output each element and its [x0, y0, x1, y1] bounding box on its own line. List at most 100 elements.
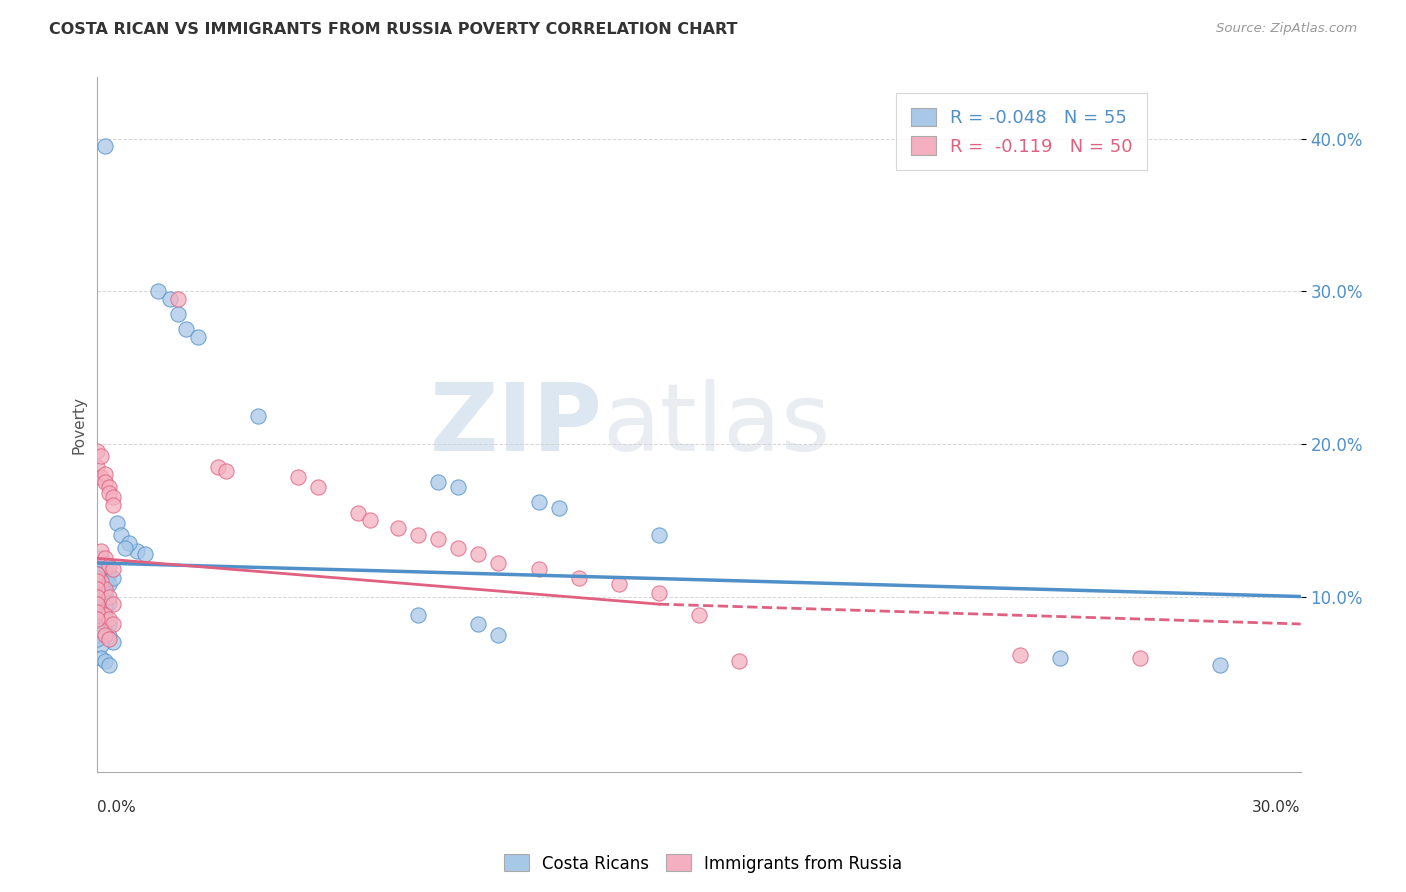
Point — [98, 559, 121, 574]
Point — [159, 292, 181, 306]
Point — [86, 571, 108, 585]
Point — [118, 536, 141, 550]
Point — [98, 577, 121, 591]
Point — [86, 597, 108, 611]
Point — [86, 632, 108, 647]
Point — [406, 607, 429, 622]
Point — [174, 322, 197, 336]
Point — [90, 639, 112, 653]
Point — [98, 612, 121, 626]
Point — [406, 528, 429, 542]
Point — [94, 607, 117, 622]
Point — [187, 330, 209, 344]
Point — [103, 617, 125, 632]
Y-axis label: Poverty: Poverty — [72, 396, 86, 454]
Point — [488, 556, 510, 570]
Point — [1049, 650, 1071, 665]
Point — [86, 601, 108, 615]
Point — [98, 485, 121, 500]
Point — [94, 139, 117, 153]
Point — [90, 591, 112, 605]
Point — [86, 571, 108, 585]
Point — [107, 516, 129, 531]
Point — [98, 596, 121, 610]
Point — [246, 409, 269, 424]
Point — [114, 541, 136, 555]
Point — [607, 577, 630, 591]
Point — [488, 628, 510, 642]
Point — [1129, 650, 1152, 665]
Point — [447, 541, 470, 555]
Point — [447, 480, 470, 494]
Point — [166, 292, 188, 306]
Point — [287, 470, 309, 484]
Point — [94, 559, 117, 574]
Point — [90, 607, 112, 622]
Point — [94, 475, 117, 489]
Point — [90, 562, 112, 576]
Point — [86, 566, 108, 581]
Point — [427, 475, 450, 489]
Point — [90, 650, 112, 665]
Point — [1008, 648, 1031, 662]
Point — [86, 612, 108, 626]
Point — [86, 612, 108, 626]
Point — [86, 582, 108, 596]
Legend: Costa Ricans, Immigrants from Russia: Costa Ricans, Immigrants from Russia — [498, 847, 908, 880]
Point — [86, 582, 108, 596]
Point — [94, 628, 117, 642]
Point — [86, 592, 108, 607]
Point — [215, 464, 238, 478]
Point — [547, 500, 569, 515]
Point — [98, 617, 121, 632]
Point — [568, 571, 591, 585]
Point — [86, 590, 108, 604]
Point — [86, 607, 108, 622]
Point — [359, 513, 381, 527]
Text: ZIP: ZIP — [430, 379, 603, 471]
Point — [90, 470, 112, 484]
Point — [86, 459, 108, 474]
Point — [86, 566, 108, 581]
Point — [98, 566, 121, 581]
Point — [94, 612, 117, 626]
Point — [90, 620, 112, 634]
Point — [307, 480, 329, 494]
Point — [527, 495, 550, 509]
Point — [347, 506, 370, 520]
Point — [527, 562, 550, 576]
Point — [467, 547, 489, 561]
Text: atlas: atlas — [603, 379, 831, 471]
Point — [90, 574, 112, 589]
Text: COSTA RICAN VS IMMIGRANTS FROM RUSSIA POVERTY CORRELATION CHART: COSTA RICAN VS IMMIGRANTS FROM RUSSIA PO… — [49, 22, 738, 37]
Point — [98, 632, 121, 647]
Point — [86, 628, 108, 642]
Point — [94, 654, 117, 668]
Point — [1209, 658, 1232, 673]
Point — [103, 635, 125, 649]
Point — [688, 607, 710, 622]
Point — [648, 528, 671, 542]
Point — [467, 617, 489, 632]
Point — [728, 654, 751, 668]
Point — [94, 551, 117, 566]
Point — [90, 582, 112, 596]
Point — [103, 490, 125, 504]
Point — [86, 574, 108, 589]
Text: 30.0%: 30.0% — [1253, 800, 1301, 815]
Point — [134, 547, 156, 561]
Point — [90, 543, 112, 558]
Point — [98, 629, 121, 643]
Point — [387, 521, 409, 535]
Point — [86, 577, 108, 591]
Point — [166, 307, 188, 321]
Point — [103, 498, 125, 512]
Point — [94, 624, 117, 639]
Point — [648, 586, 671, 600]
Point — [103, 571, 125, 585]
Point — [94, 574, 117, 589]
Point — [86, 444, 108, 458]
Legend: R = -0.048   N = 55, R =  -0.119   N = 50: R = -0.048 N = 55, R = -0.119 N = 50 — [896, 94, 1147, 170]
Point — [86, 623, 108, 637]
Point — [86, 617, 108, 632]
